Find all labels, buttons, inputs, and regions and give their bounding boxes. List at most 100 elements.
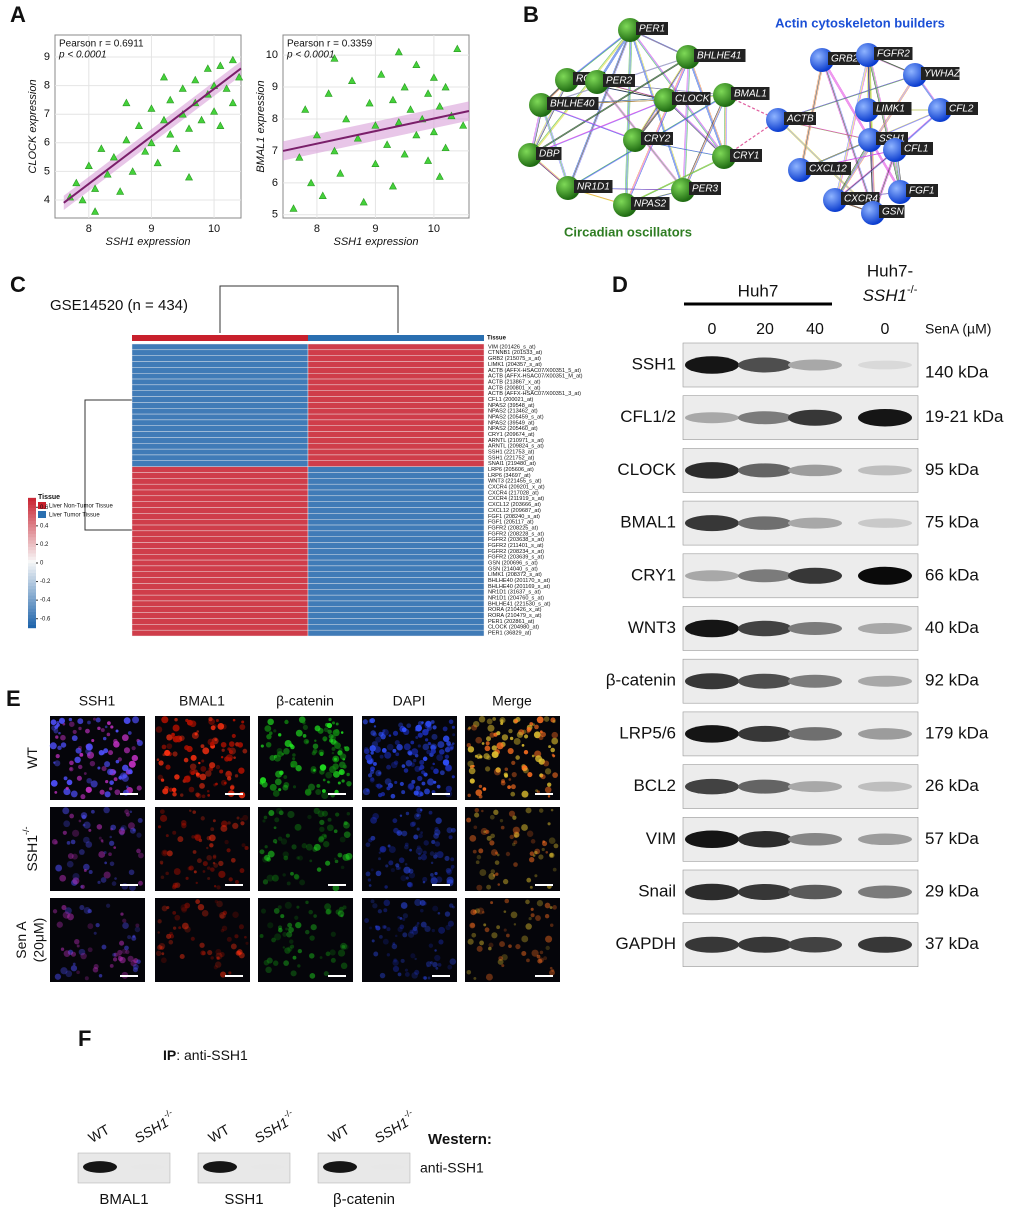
cell-dot — [476, 756, 480, 759]
colorbar-step — [28, 549, 36, 554]
cell-dot — [523, 734, 529, 739]
network-edge — [540, 104, 636, 141]
cell-dot — [192, 810, 197, 814]
heatmap-cell — [131, 600, 309, 608]
row-label: (20μM) — [31, 918, 47, 963]
cell-dot — [136, 785, 142, 791]
cell-dot — [497, 958, 504, 965]
cell-dot — [282, 873, 286, 877]
heatmap-cell — [307, 419, 485, 426]
cell-dot — [126, 768, 133, 775]
cell-dot — [331, 746, 336, 751]
dendrogram — [219, 285, 399, 333]
cell-dot — [294, 915, 299, 920]
kda-label: 40 kDa — [925, 618, 979, 637]
heatmap-cell — [131, 390, 309, 397]
cell-dot — [425, 961, 432, 967]
cell-dot — [448, 719, 454, 725]
cell-dot — [485, 741, 490, 746]
row-label: CRY1 (209674_at) — [488, 432, 535, 438]
cell-dot — [156, 758, 160, 762]
cell-dot — [124, 809, 130, 815]
cell-dot — [202, 747, 210, 755]
row-label: WT — [24, 747, 40, 769]
cell-dot — [268, 810, 275, 816]
cell-dot — [342, 764, 347, 769]
cell-dot — [445, 785, 453, 793]
cell-dot — [431, 733, 438, 740]
cell-dot — [159, 860, 164, 865]
cell-dot — [77, 718, 84, 725]
cell-dot — [166, 933, 172, 940]
cell-dot — [68, 717, 73, 722]
cell-dot — [220, 971, 227, 978]
cell-dot — [392, 730, 399, 736]
cell-dot — [334, 859, 339, 864]
heatmap-cell — [307, 554, 485, 561]
cell-dot — [500, 722, 504, 725]
cell-dot — [415, 724, 422, 732]
blot-band — [738, 357, 792, 373]
colorbar-step — [28, 601, 36, 606]
cell-dot — [287, 810, 295, 819]
cell-dot — [122, 922, 129, 929]
cell-dot — [386, 953, 391, 957]
cell-dot — [446, 869, 452, 875]
cell-dot — [536, 790, 540, 794]
cell-dot — [207, 876, 211, 881]
cell-dot — [55, 735, 59, 739]
cell-dot — [486, 736, 491, 742]
cell-dot — [411, 928, 419, 935]
x-tick-label: 10 — [428, 223, 440, 235]
row-label: ARNTL (209824_s_at) — [488, 444, 544, 450]
cell-dot — [346, 772, 350, 777]
cell-dot — [313, 807, 320, 815]
cell-dot — [506, 933, 510, 938]
cell-dot — [419, 900, 426, 906]
cell-dot — [531, 949, 539, 957]
cell-dot — [60, 742, 67, 748]
cell-dot — [385, 864, 389, 868]
cell-dot — [215, 718, 219, 722]
scatter-point — [166, 95, 175, 104]
cell-dot — [194, 834, 199, 839]
cell-dot — [219, 951, 225, 958]
cell-dot — [228, 877, 233, 882]
x-axis-label: SSH1 expression — [106, 236, 191, 248]
cell-dot — [127, 955, 134, 962]
heatmap-cell — [307, 425, 485, 432]
cell-dot — [230, 943, 237, 950]
cell-dot — [494, 860, 500, 865]
network-edge — [531, 56, 691, 156]
cell-dot — [545, 935, 553, 943]
heatmap-cell — [131, 583, 309, 590]
cell-dot — [81, 814, 87, 820]
cell-dot — [172, 751, 178, 757]
cell-dot — [118, 828, 126, 835]
cell-dot — [325, 771, 333, 779]
heatmap-cell — [307, 390, 485, 397]
cell-dot — [239, 868, 245, 874]
cell-dot — [319, 956, 323, 959]
cell-dot — [289, 743, 294, 748]
row-label: ACTB (AFFX-HSAC07/X00351_5_at) — [488, 368, 581, 374]
blot-band — [738, 779, 792, 794]
cell-dot — [452, 733, 456, 737]
cell-dot — [392, 942, 396, 946]
cell-dot — [286, 931, 293, 938]
scatter-point — [222, 84, 231, 92]
colorbar-step — [28, 514, 36, 518]
cell-dot — [129, 810, 133, 814]
cell-dot — [521, 935, 529, 943]
cell-dot — [421, 781, 426, 786]
network-edge — [821, 59, 901, 193]
cell-dot — [278, 810, 284, 816]
cell-dot — [159, 809, 165, 814]
cell-dot — [297, 948, 303, 954]
scatter-point — [122, 98, 131, 107]
heatmap-cell — [307, 624, 485, 631]
panel-label: F — [78, 1026, 91, 1051]
cell-dot — [285, 927, 289, 931]
cell-dot — [467, 760, 474, 768]
cell-dot — [417, 732, 423, 738]
